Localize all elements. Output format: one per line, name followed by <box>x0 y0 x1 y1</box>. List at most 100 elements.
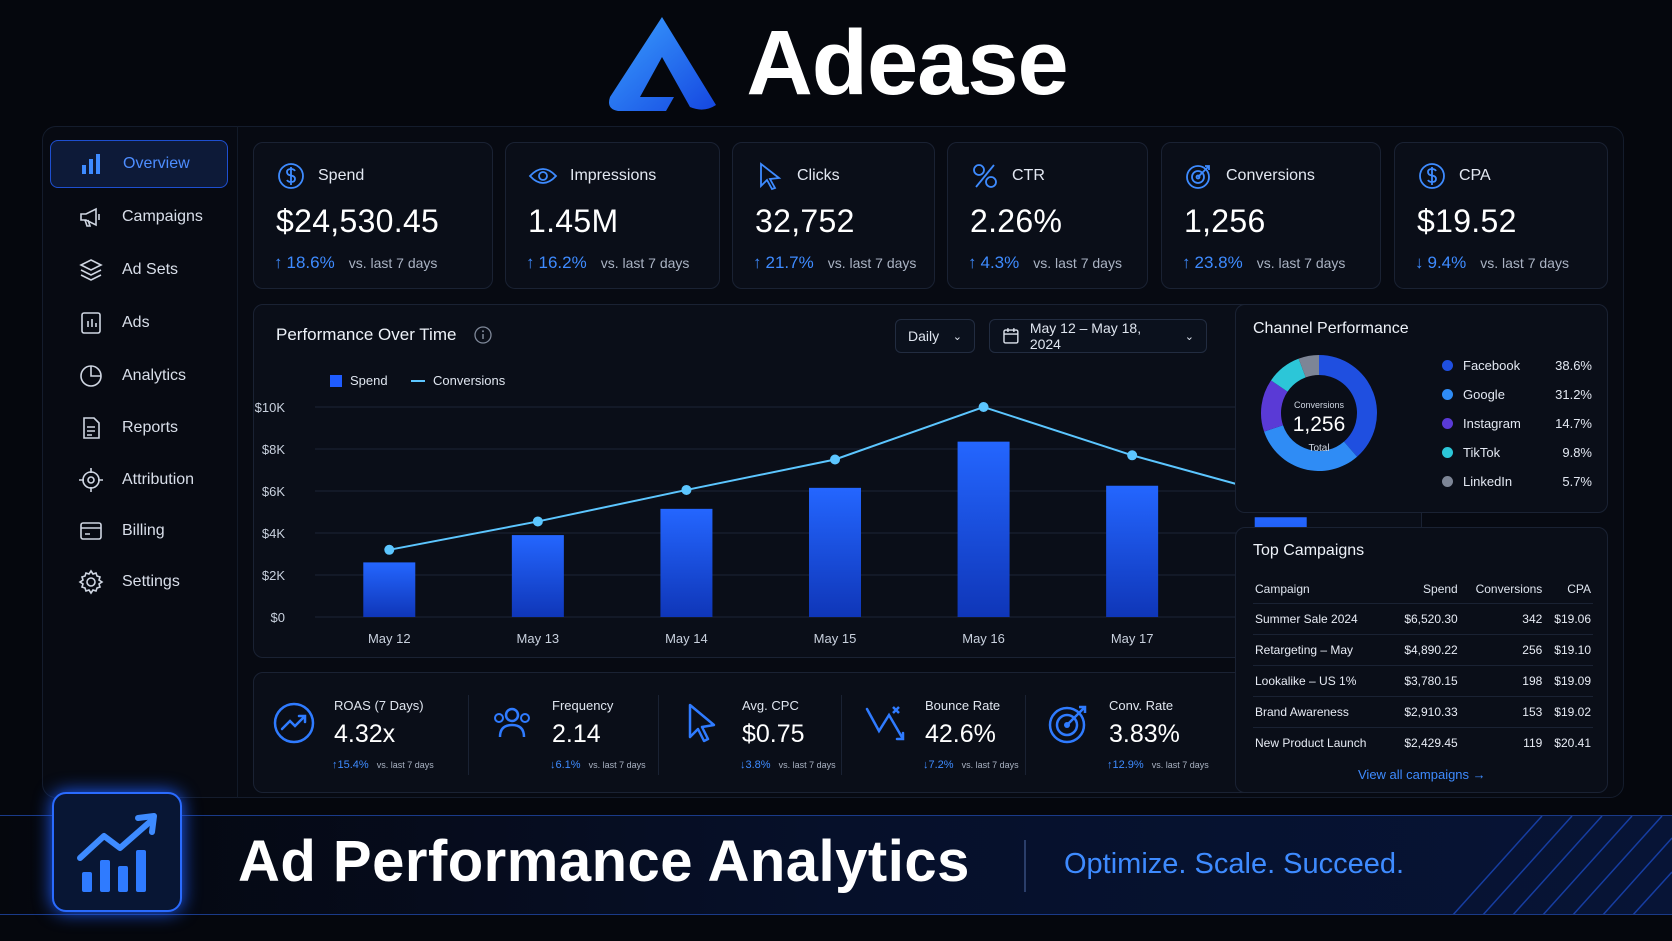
table-row[interactable]: Summer Sale 2024 $6,520.30 342 $19.06 <box>1253 602 1593 634</box>
granularity-select[interactable]: Daily ⌄ <box>895 319 975 353</box>
target-icon <box>1047 701 1091 745</box>
table-row[interactable]: Brand Awareness $2,910.33 153 $19.02 <box>1253 695 1593 727</box>
brand-header: Adease <box>0 8 1672 118</box>
point-conversions[interactable] <box>830 454 840 465</box>
channel-row-google[interactable]: Google 31.2% <box>1442 387 1592 402</box>
col-campaign[interactable]: Campaign <box>1255 581 1310 596</box>
kpi-label: CPA <box>1459 167 1491 184</box>
sidebar-item-label: Billing <box>122 522 165 539</box>
point-conversions[interactable] <box>532 516 543 527</box>
sidebar-item-label: Analytics <box>122 367 187 384</box>
bar-spend[interactable] <box>1106 485 1159 617</box>
kpi-delta-value: 4.3% <box>980 253 1020 272</box>
table-row[interactable]: New Product Launch $2,429.45 119 $20.41 <box>1253 726 1593 758</box>
bar-spend[interactable] <box>363 562 416 617</box>
sidebar-item-ads[interactable]: Ads <box>50 299 228 347</box>
x-tick-label: May 14 <box>665 631 708 646</box>
kpi-value: 1,256 <box>1184 203 1266 239</box>
sidebar-item-billing[interactable]: Billing <box>50 507 228 555</box>
bar-spend[interactable] <box>660 508 713 617</box>
view-all-campaigns-link[interactable]: View all campaigns → <box>1358 767 1486 782</box>
point-conversions[interactable] <box>681 484 692 495</box>
stat-delta: ↓7.2% vs. last 7 days <box>923 759 1019 771</box>
arrow-up-icon: ↑ <box>968 253 977 272</box>
campaign-cpa: $19.02 <box>1544 695 1593 727</box>
kpi-card-ctr[interactable]: CTR 2.26% ↑ 4.3% vs. last 7 days <box>947 142 1148 289</box>
kpi-delta: ↑ 21.7% vs. last 7 days <box>753 253 916 273</box>
kpi-card-cpa[interactable]: CPA $19.52 ↓ 9.4% vs. last 7 days <box>1394 142 1608 289</box>
dollar-icon <box>1419 163 1445 189</box>
kpi-compare-label: vs. last 7 days <box>1480 255 1569 271</box>
kpi-delta: ↑ 18.6% vs. last 7 days <box>274 253 437 273</box>
kpi-card-spend[interactable]: Spend $24,530.45 ↑ 18.6% vs. last 7 days <box>253 142 493 289</box>
stat-delta-value: 7.2% <box>928 759 954 771</box>
bar-spend[interactable] <box>957 441 1010 617</box>
channel-row-tiktok[interactable]: TikTok 9.8% <box>1442 445 1592 460</box>
stat-label: Avg. CPC <box>742 698 799 713</box>
kpi-card-conversions[interactable]: Conversions 1,256 ↑ 23.8% vs. last 7 days <box>1161 142 1381 289</box>
kpi-label: Spend <box>318 167 365 184</box>
info-icon[interactable] <box>474 326 492 344</box>
sidebar-item-attribution[interactable]: Attribution <box>50 456 228 504</box>
donut-slice-instagram[interactable] <box>1261 380 1288 432</box>
arrow-up-icon: ↑ <box>526 253 535 272</box>
bar-spend[interactable] <box>809 487 861 617</box>
channel-row-facebook[interactable]: Facebook 38.6% <box>1442 358 1592 373</box>
table-row[interactable]: Lookalike – US 1% $3,780.15 198 $19.09 <box>1253 664 1593 696</box>
donut-center-value: 1,256 <box>1292 413 1346 436</box>
table-row[interactable]: Retargeting – May $4,890.22 256 $19.10 <box>1253 633 1593 665</box>
channel-pct: 9.8% <box>1562 445 1592 460</box>
campaign-spend: $6,520.30 <box>1391 602 1460 634</box>
legend-swatch-line <box>411 379 425 382</box>
point-conversions[interactable] <box>978 402 989 412</box>
banner-tagline: Optimize. Scale. Succeed. <box>1064 848 1405 880</box>
col-conversions[interactable]: Conversions <box>1475 581 1543 596</box>
legend-label: Conversions <box>433 373 506 388</box>
sidebar-item-settings[interactable]: Settings <box>50 558 228 606</box>
kpi-card-clicks[interactable]: Clicks 32,752 ↑ 21.7% vs. last 7 days <box>732 142 935 289</box>
bar-spend[interactable] <box>511 535 564 617</box>
campaign-conversions: 256 <box>1459 633 1545 665</box>
kpi-value: $24,530.45 <box>276 203 440 239</box>
sidebar: Overview Campaigns Ad Sets Ads Analytics… <box>42 126 238 798</box>
channel-title: Channel Performance <box>1253 320 1409 337</box>
donut-slice-tiktok[interactable] <box>1271 358 1306 392</box>
kpi-compare-label: vs. last 7 days <box>600 255 690 271</box>
channel-row-instagram[interactable]: Instagram 14.7% <box>1442 416 1592 431</box>
legend-dot <box>1442 447 1453 458</box>
point-conversions[interactable] <box>1127 450 1138 461</box>
brand-name: Adease <box>746 11 1068 114</box>
sidebar-item-ad-sets[interactable]: Ad Sets <box>50 246 228 294</box>
point-conversions[interactable] <box>384 544 395 555</box>
sidebar-item-overview[interactable]: Overview <box>50 140 228 188</box>
col-spend[interactable]: Spend <box>1423 581 1458 596</box>
legend-dot <box>1442 476 1453 487</box>
target-icon <box>1186 165 1210 189</box>
legend-dot <box>1442 360 1453 371</box>
arrow-down-icon: ↓ <box>923 759 929 771</box>
donut-slice-linkedin[interactable] <box>1298 355 1319 378</box>
stat-delta-value: 15.4% <box>337 759 369 771</box>
donut-slice-facebook[interactable] <box>1319 355 1377 457</box>
donut-slice-google[interactable] <box>1264 425 1358 471</box>
cursor-icon <box>680 701 724 745</box>
analytics-growth-icon <box>52 792 182 912</box>
kpi-label: Impressions <box>570 167 657 184</box>
cursor-icon <box>760 162 782 191</box>
y-left-tick-label: $8K <box>262 442 285 457</box>
channel-row-linkedin[interactable]: LinkedIn 5.7% <box>1442 474 1592 489</box>
date-range-picker[interactable]: May 12 – May 18, 2024 ⌄ <box>989 319 1207 353</box>
users-icon <box>490 701 534 745</box>
trend-up-icon <box>272 701 316 745</box>
kpi-card-impressions[interactable]: Impressions 1.45M ↑ 16.2% vs. last 7 days <box>505 142 720 289</box>
megaphone-icon <box>80 207 100 227</box>
sidebar-item-reports[interactable]: Reports <box>50 404 228 452</box>
sidebar-item-campaigns[interactable]: Campaigns <box>50 193 228 241</box>
pie-icon <box>80 365 102 387</box>
layers-icon <box>79 259 103 281</box>
kpi-delta-value: 18.6% <box>286 253 335 272</box>
col-cpa[interactable]: CPA <box>1567 581 1591 596</box>
sidebar-item-analytics[interactable]: Analytics <box>50 352 228 400</box>
kpi-delta-value: 21.7% <box>765 253 814 272</box>
y-left-tick-label: $2K <box>262 568 285 583</box>
